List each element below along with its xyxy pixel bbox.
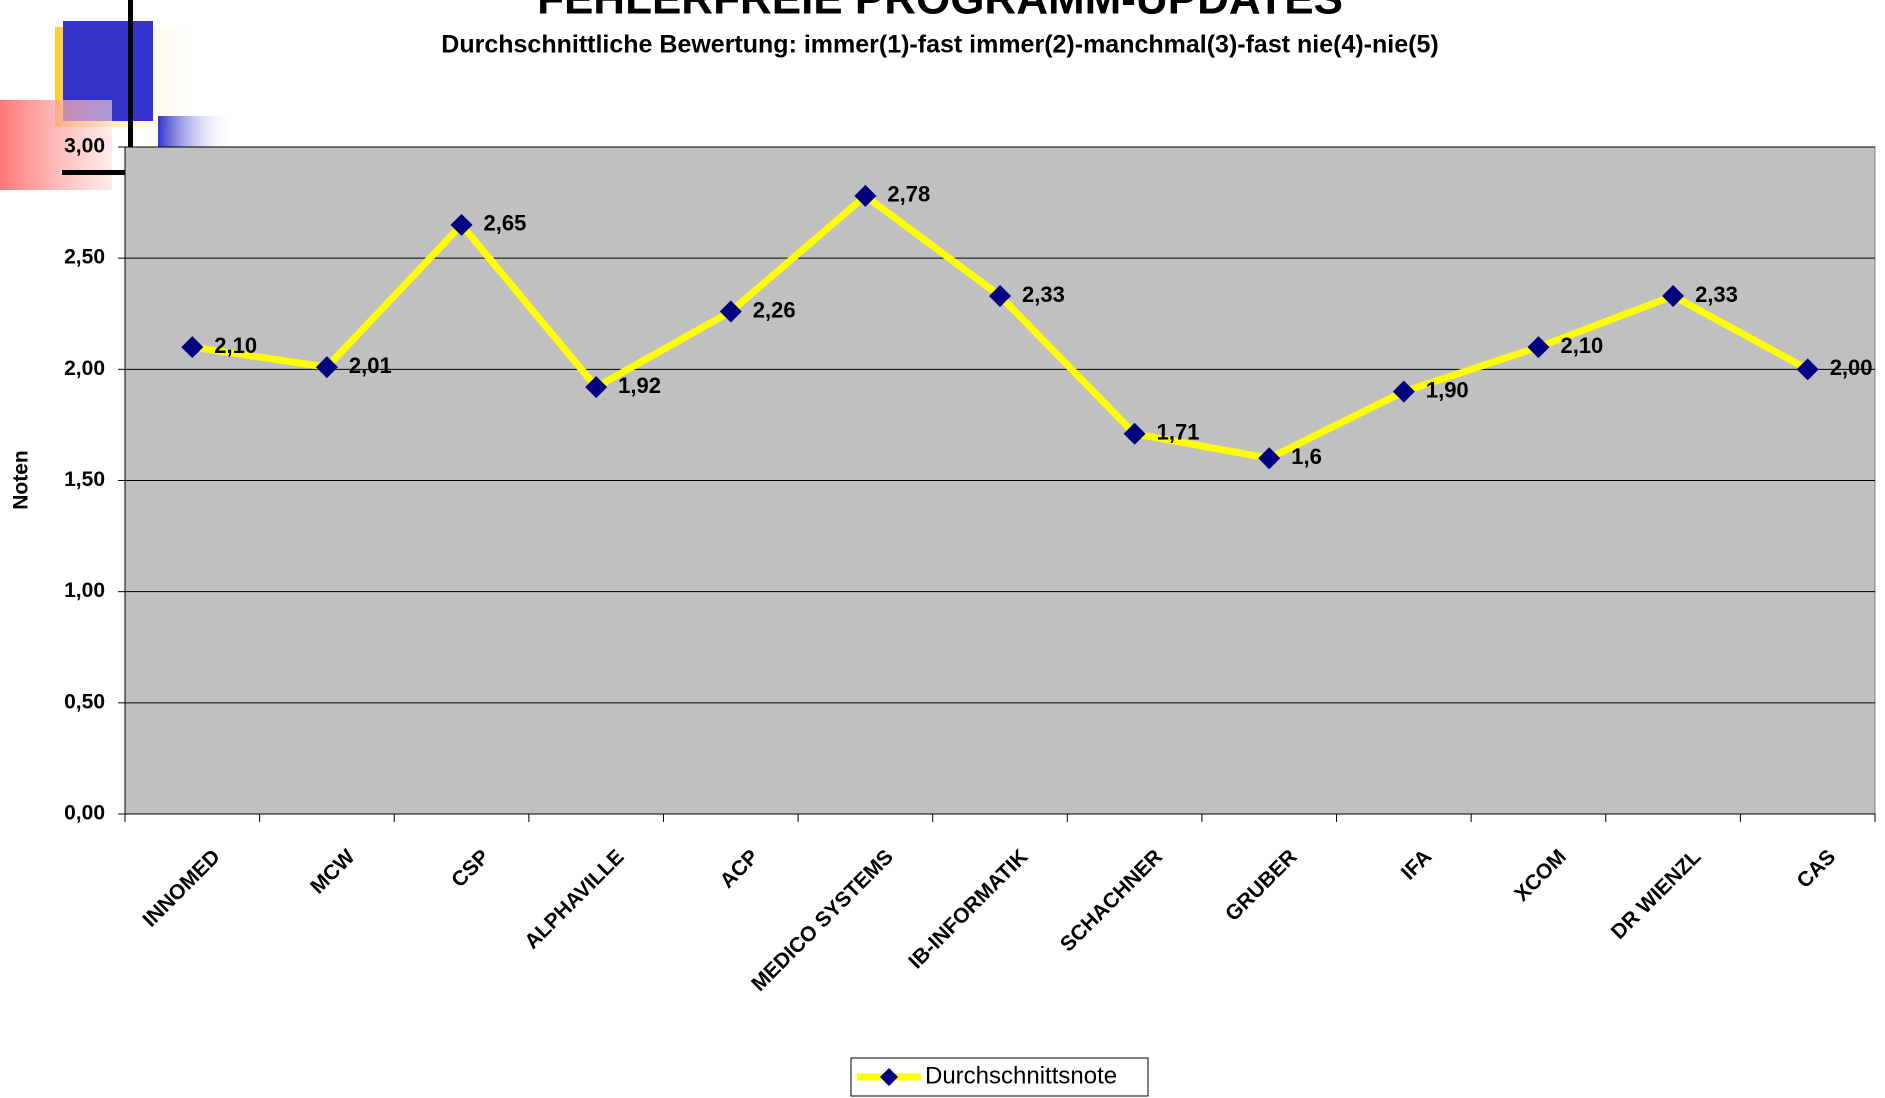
data-label: 2,78 [887,182,930,207]
x-tick-label: ALPHAVILLE [520,845,628,953]
marker [1796,358,1819,381]
y-tick-label: 2,00 [64,357,105,380]
x-tick-label: MCW [306,845,359,898]
marker [989,284,1011,307]
x-tick-label: GRUBER [1221,845,1302,926]
data-label: 2,33 [1695,282,1738,307]
y-tick-label: 0,50 [64,690,105,713]
decoration [128,0,133,175]
y-tick-label: 2,50 [64,246,105,269]
marker [450,213,473,236]
marker [181,336,204,359]
marker [1527,336,1550,359]
data-label: 2,65 [484,211,527,236]
y-tick-label: 1,00 [64,579,105,602]
x-tick-label: CAS [1793,845,1841,893]
x-tick-label: XCOM [1510,845,1571,906]
x-tick-label: SCHACHNER [1056,845,1167,956]
marker [315,356,338,379]
y-tick-label: 1,50 [64,468,105,491]
marker [1123,422,1146,445]
chart-title: FEHLERFREIE PROGRAMM-UPDATES [537,0,1343,24]
y-tick-label: 0,00 [64,802,105,825]
marker [1662,284,1685,307]
data-label: 1,6 [1291,444,1322,469]
marker [719,300,742,323]
legend-label: Durchschnittsnote [925,1062,1117,1089]
data-label: 2,01 [349,353,392,378]
x-tick-label: MEDICO SYSTEMS [747,845,898,996]
marker [854,184,877,207]
x-tick-label: IFA [1397,845,1436,884]
x-tick-label: ACP [716,845,764,893]
data-label: 1,90 [1426,377,1469,402]
chart-subtitle: Durchschnittliche Bewertung: immer(1)-fa… [441,31,1438,59]
marker [1392,380,1415,403]
y-tick-label: 3,00 [64,135,105,158]
data-label: 2,33 [1022,282,1065,307]
data-label: 2,00 [1830,355,1873,380]
x-tick-label: DR WIENZL [1607,845,1706,944]
data-label: 2,26 [753,297,796,322]
x-tick-label: IB-INFORMATIK [904,845,1032,973]
data-label: 2,10 [214,333,257,358]
marker [585,376,608,399]
x-tick-label: CSP [447,845,494,892]
decoration [62,170,132,175]
marker [1258,447,1281,470]
data-label: 2,10 [1560,333,1603,358]
legend-marker [880,1068,898,1086]
y-axis-label: Noten [10,450,33,510]
data-label: 1,92 [618,373,661,398]
x-tick-label: INNOMED [138,845,224,931]
data-label: 1,71 [1157,420,1200,445]
